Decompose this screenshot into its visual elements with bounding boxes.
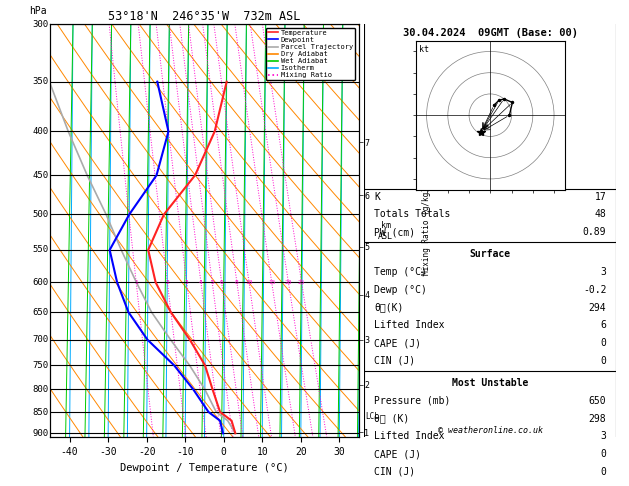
Text: 650: 650 bbox=[589, 396, 606, 406]
Text: 0: 0 bbox=[601, 449, 606, 459]
Text: Dewp (°C): Dewp (°C) bbox=[374, 285, 427, 295]
Text: © weatheronline.co.uk: © weatheronline.co.uk bbox=[438, 426, 543, 435]
Text: 2: 2 bbox=[165, 280, 169, 285]
Text: 4: 4 bbox=[199, 280, 203, 285]
Text: θᴄ(K): θᴄ(K) bbox=[374, 303, 404, 312]
Text: 700: 700 bbox=[33, 335, 49, 344]
Text: 20: 20 bbox=[285, 280, 292, 285]
Text: PW (cm): PW (cm) bbox=[374, 227, 415, 237]
Text: hPa: hPa bbox=[29, 6, 47, 16]
Text: 0: 0 bbox=[601, 338, 606, 348]
Title: 53°18'N  246°35'W  732m ASL: 53°18'N 246°35'W 732m ASL bbox=[108, 10, 301, 23]
Text: Lifted Index: Lifted Index bbox=[374, 432, 445, 441]
Text: 10: 10 bbox=[245, 280, 253, 285]
Legend: Temperature, Dewpoint, Parcel Trajectory, Dry Adiabat, Wet Adiabat, Isotherm, Mi: Temperature, Dewpoint, Parcel Trajectory… bbox=[265, 28, 355, 80]
Text: 17: 17 bbox=[594, 191, 606, 202]
Text: 0: 0 bbox=[601, 467, 606, 477]
Text: 0: 0 bbox=[601, 356, 606, 366]
Text: 850: 850 bbox=[33, 407, 49, 417]
Text: K: K bbox=[374, 191, 380, 202]
Text: -0.2: -0.2 bbox=[583, 285, 606, 295]
Text: 900: 900 bbox=[33, 429, 49, 438]
Text: 0.89: 0.89 bbox=[583, 227, 606, 237]
Text: 294: 294 bbox=[589, 303, 606, 312]
Text: 1: 1 bbox=[135, 280, 138, 285]
Text: CAPE (J): CAPE (J) bbox=[374, 449, 421, 459]
Text: Most Unstable: Most Unstable bbox=[452, 378, 528, 388]
Text: Pressure (mb): Pressure (mb) bbox=[374, 396, 450, 406]
Text: 3: 3 bbox=[601, 432, 606, 441]
Text: 298: 298 bbox=[589, 414, 606, 424]
Text: CIN (J): CIN (J) bbox=[374, 467, 415, 477]
Text: Lifted Index: Lifted Index bbox=[374, 320, 445, 330]
Text: Temp (°C): Temp (°C) bbox=[374, 267, 427, 277]
Text: 8: 8 bbox=[235, 280, 239, 285]
Text: LCL: LCL bbox=[365, 412, 379, 421]
Text: 3: 3 bbox=[185, 280, 189, 285]
Text: 600: 600 bbox=[33, 278, 49, 287]
Text: 5: 5 bbox=[210, 280, 214, 285]
Text: Mixing Ratio (g/kg): Mixing Ratio (g/kg) bbox=[422, 187, 431, 275]
Text: Surface: Surface bbox=[470, 249, 511, 260]
Text: 6: 6 bbox=[220, 280, 223, 285]
Text: CIN (J): CIN (J) bbox=[374, 356, 415, 366]
Text: 650: 650 bbox=[33, 308, 49, 317]
Text: CAPE (J): CAPE (J) bbox=[374, 338, 421, 348]
Y-axis label: km
ASL: km ASL bbox=[378, 221, 393, 241]
Text: 800: 800 bbox=[33, 385, 49, 394]
Text: 750: 750 bbox=[33, 361, 49, 370]
Text: 25: 25 bbox=[298, 280, 305, 285]
Text: 500: 500 bbox=[33, 210, 49, 219]
Text: 30.04.2024  09GMT (Base: 00): 30.04.2024 09GMT (Base: 00) bbox=[403, 29, 578, 38]
Text: Totals Totals: Totals Totals bbox=[374, 209, 450, 219]
Text: 400: 400 bbox=[33, 127, 49, 136]
Text: 300: 300 bbox=[33, 20, 49, 29]
X-axis label: Dewpoint / Temperature (°C): Dewpoint / Temperature (°C) bbox=[120, 463, 289, 473]
Text: 15: 15 bbox=[268, 280, 276, 285]
Text: 550: 550 bbox=[33, 245, 49, 255]
Text: 450: 450 bbox=[33, 171, 49, 180]
Text: 350: 350 bbox=[33, 77, 49, 86]
Text: 3: 3 bbox=[601, 267, 606, 277]
Text: 48: 48 bbox=[594, 209, 606, 219]
Text: 6: 6 bbox=[601, 320, 606, 330]
Text: θᴄ (K): θᴄ (K) bbox=[374, 414, 409, 424]
